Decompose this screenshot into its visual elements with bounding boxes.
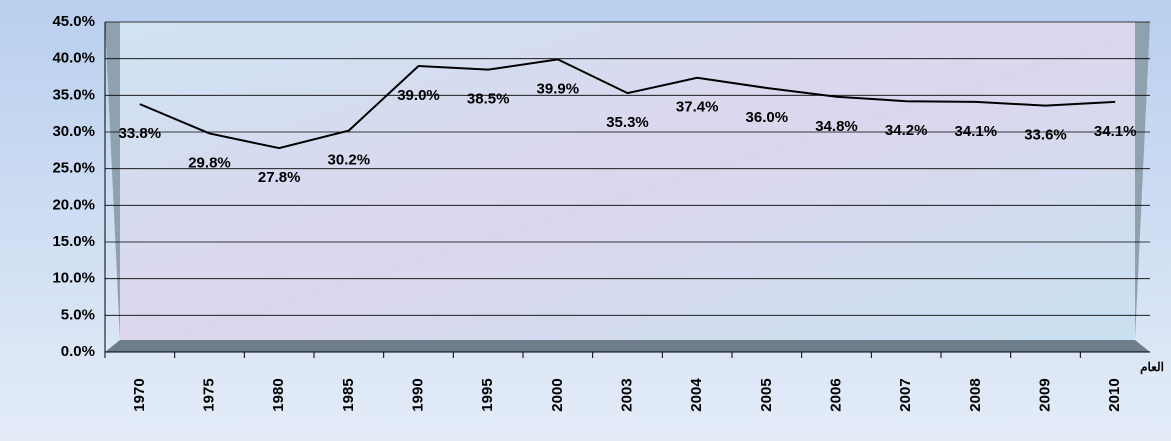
- y-tick-label: 10.0%: [52, 270, 95, 287]
- data-label: 36.0%: [746, 109, 789, 126]
- y-tick-label: 45.0%: [52, 13, 95, 30]
- x-tick-label: 1975: [200, 378, 217, 411]
- data-label: 38.5%: [467, 91, 510, 108]
- data-label: 29.8%: [188, 154, 231, 171]
- data-label: 30.2%: [328, 152, 371, 169]
- data-label: 34.8%: [815, 118, 858, 135]
- data-label: 33.8%: [119, 125, 162, 142]
- x-tick-label: 1985: [340, 378, 357, 411]
- y-tick-label: 15.0%: [52, 233, 95, 250]
- x-tick-label: 2006: [827, 378, 844, 411]
- x-tick-label: 2000: [549, 378, 566, 411]
- x-tick-label: 1995: [479, 378, 496, 411]
- x-tick-label: 2008: [967, 378, 984, 411]
- x-tick-label: 2005: [758, 378, 775, 411]
- y-tick-label: 40.0%: [52, 50, 95, 67]
- y-tick-label: 20.0%: [52, 196, 95, 213]
- x-tick-label: 1970: [131, 378, 148, 411]
- x-tick-label: 2007: [897, 378, 914, 411]
- data-label: 34.2%: [885, 122, 928, 139]
- x-tick-label: 2009: [1036, 378, 1053, 411]
- x-tick-label: 1990: [409, 378, 426, 411]
- data-label: 37.4%: [676, 99, 719, 116]
- data-label: 33.6%: [1024, 127, 1067, 144]
- data-label: 34.1%: [955, 123, 998, 140]
- data-label: 35.3%: [606, 114, 649, 131]
- x-tick-label: 2003: [618, 378, 635, 411]
- data-label: 39.0%: [397, 87, 440, 104]
- plot-wall: [120, 22, 1135, 340]
- y-tick-label: 30.0%: [52, 123, 95, 140]
- x-axis-label: العام: [1140, 360, 1164, 375]
- x-tick-label: 1980: [270, 378, 287, 411]
- data-label: 34.1%: [1094, 123, 1137, 140]
- data-label: 39.9%: [537, 80, 580, 97]
- line: [139, 58, 1116, 150]
- y-tick-label: 0.0%: [61, 343, 95, 360]
- data-label: 27.8%: [258, 169, 301, 186]
- x-tick-label: 2004: [688, 378, 705, 412]
- floor: [105, 340, 1150, 352]
- x-tick-label: 2010: [1106, 378, 1123, 411]
- y-tick-label: 25.0%: [52, 160, 95, 177]
- y-tick-label: 35.0%: [52, 86, 95, 103]
- y-tick-label: 5.0%: [61, 306, 95, 323]
